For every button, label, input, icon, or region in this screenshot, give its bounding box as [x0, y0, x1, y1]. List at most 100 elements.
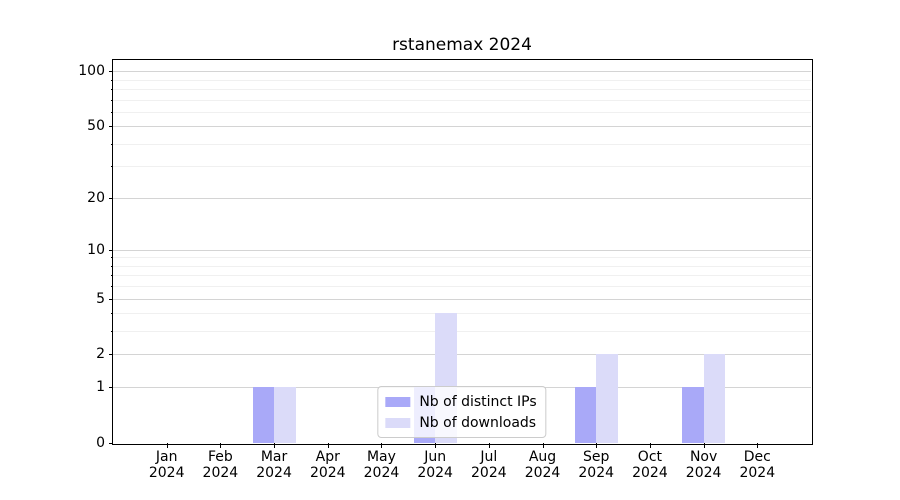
- bar-distinct-ips-Nov: [682, 387, 704, 443]
- legend-item-distinct-ips: Nb of distinct IPs: [385, 391, 537, 412]
- gridline-minor-60: [113, 111, 811, 113]
- x-tick-year-Nov: 2024: [685, 464, 722, 481]
- x-tick-Jul: [488, 443, 490, 448]
- y-tick-5: [108, 298, 113, 300]
- y-tick-2: [108, 354, 113, 356]
- y-tick-50: [108, 126, 113, 128]
- x-tick-label-Mar: Mar 2024: [256, 449, 292, 481]
- x-tick-year-Aug: 2024: [524, 464, 561, 481]
- chart-title: rstanemax 2024: [392, 35, 532, 55]
- y-minor-tick-30: [110, 166, 113, 168]
- legend: Nb of distinct IPs Nb of downloads: [377, 386, 547, 438]
- gridline-minor-4: [113, 313, 811, 315]
- y-minor-tick-7: [110, 275, 113, 277]
- x-tick-year-Oct: 2024: [632, 464, 668, 481]
- y-tick-label-50: 50: [87, 118, 105, 135]
- y-minor-tick-3: [110, 331, 113, 333]
- gridline-minor-6: [113, 286, 811, 288]
- gridline-minor-80: [113, 88, 811, 90]
- x-tick-label-Feb: Feb 2024: [202, 449, 239, 481]
- x-tick-year-Jan: 2024: [148, 464, 185, 481]
- x-tick-label-Apr: Apr 2024: [309, 449, 346, 481]
- legend-swatch-downloads: [385, 417, 411, 428]
- plot-area: Nb of distinct IPs Nb of downloads: [112, 59, 813, 445]
- legend-swatch-distinct-ips: [385, 396, 411, 407]
- gridline-100: [113, 71, 811, 73]
- y-minor-tick-9: [110, 257, 113, 259]
- y-tick-label-100: 100: [78, 63, 105, 80]
- x-tick-label-Nov: Nov 2024: [685, 449, 722, 481]
- x-tick-year-May: 2024: [363, 464, 400, 481]
- y-minor-tick-8: [110, 265, 113, 267]
- y-tick-label-0: 0: [96, 435, 105, 451]
- y-tick-20: [108, 197, 113, 199]
- x-tick-Apr: [327, 443, 329, 448]
- x-tick-May: [381, 443, 383, 448]
- x-tick-Feb: [220, 443, 222, 448]
- gridline-minor-90: [113, 79, 811, 81]
- gridline-5: [113, 298, 811, 300]
- y-minor-tick-40: [110, 143, 113, 145]
- legend-label-downloads: Nb of downloads: [419, 414, 537, 431]
- bar-downloads-Mar: [274, 387, 296, 443]
- x-tick-Aug: [542, 443, 544, 448]
- y-minor-tick-90: [110, 79, 113, 81]
- y-minor-tick-80: [110, 88, 113, 90]
- bar-downloads-Nov: [703, 354, 726, 443]
- x-tick-year-Jul: 2024: [471, 464, 507, 481]
- x-tick-label-Aug: Aug 2024: [524, 449, 561, 481]
- x-tick-label-Sep: Sep 2024: [578, 449, 615, 481]
- bar-distinct-ips-Sep: [574, 387, 597, 443]
- y-tick-label-5: 5: [96, 290, 105, 307]
- bar-distinct-ips-Mar: [252, 387, 275, 443]
- y-minor-tick-6: [110, 286, 113, 288]
- x-tick-year-Apr: 2024: [309, 464, 346, 481]
- gridline-20: [113, 197, 811, 199]
- gridline-minor-7: [113, 275, 811, 277]
- x-tick-label-Dec: Dec 2024: [739, 449, 776, 481]
- x-tick-label-Jun: Jun 2024: [417, 449, 453, 481]
- x-tick-Sep: [596, 443, 598, 448]
- y-tick-label-10: 10: [87, 241, 105, 258]
- x-tick-year-Dec: 2024: [739, 464, 776, 481]
- y-minor-tick-4: [110, 313, 113, 315]
- x-tick-Dec: [757, 443, 759, 448]
- x-tick-Jan: [166, 443, 168, 448]
- gridline-minor-3: [113, 331, 811, 333]
- y-tick-1: [108, 387, 113, 389]
- y-tick-label-1: 1: [96, 379, 105, 396]
- x-tick-label-May: May 2024: [363, 449, 400, 481]
- y-tick-label-2: 2: [96, 346, 105, 363]
- gridline-50: [113, 126, 811, 128]
- x-tick-Oct: [649, 443, 651, 448]
- x-tick-year-Sep: 2024: [578, 464, 615, 481]
- x-tick-label-Oct: Oct 2024: [632, 449, 668, 481]
- gridline-minor-70: [113, 99, 811, 101]
- y-tick-10: [108, 249, 113, 251]
- gridline-minor-9: [113, 257, 811, 259]
- gridline-10: [113, 249, 811, 251]
- x-tick-year-Mar: 2024: [256, 464, 292, 481]
- bar-downloads-Sep: [596, 354, 618, 443]
- y-minor-tick-60: [110, 111, 113, 113]
- legend-item-downloads: Nb of downloads: [385, 412, 536, 433]
- gridline-minor-8: [113, 265, 811, 267]
- x-tick-Nov: [703, 443, 705, 448]
- gridline-minor-30: [113, 166, 811, 168]
- x-tick-label-Jul: Jul 2024: [471, 449, 507, 481]
- y-tick-label-20: 20: [87, 189, 105, 206]
- y-tick-0: [108, 443, 113, 444]
- x-tick-label-Jan: Jan 2024: [148, 449, 185, 481]
- gridline-minor-40: [113, 143, 811, 145]
- x-tick-Jun: [435, 443, 437, 448]
- y-tick-100: [108, 71, 113, 73]
- y-minor-tick-70: [110, 99, 113, 101]
- legend-label-distinct-ips: Nb of distinct IPs: [419, 393, 537, 410]
- gridline-2: [113, 354, 811, 356]
- x-tick-year-Feb: 2024: [202, 464, 239, 481]
- x-tick-Mar: [274, 443, 276, 448]
- x-tick-year-Jun: 2024: [417, 464, 453, 481]
- grid-layer: [113, 60, 811, 443]
